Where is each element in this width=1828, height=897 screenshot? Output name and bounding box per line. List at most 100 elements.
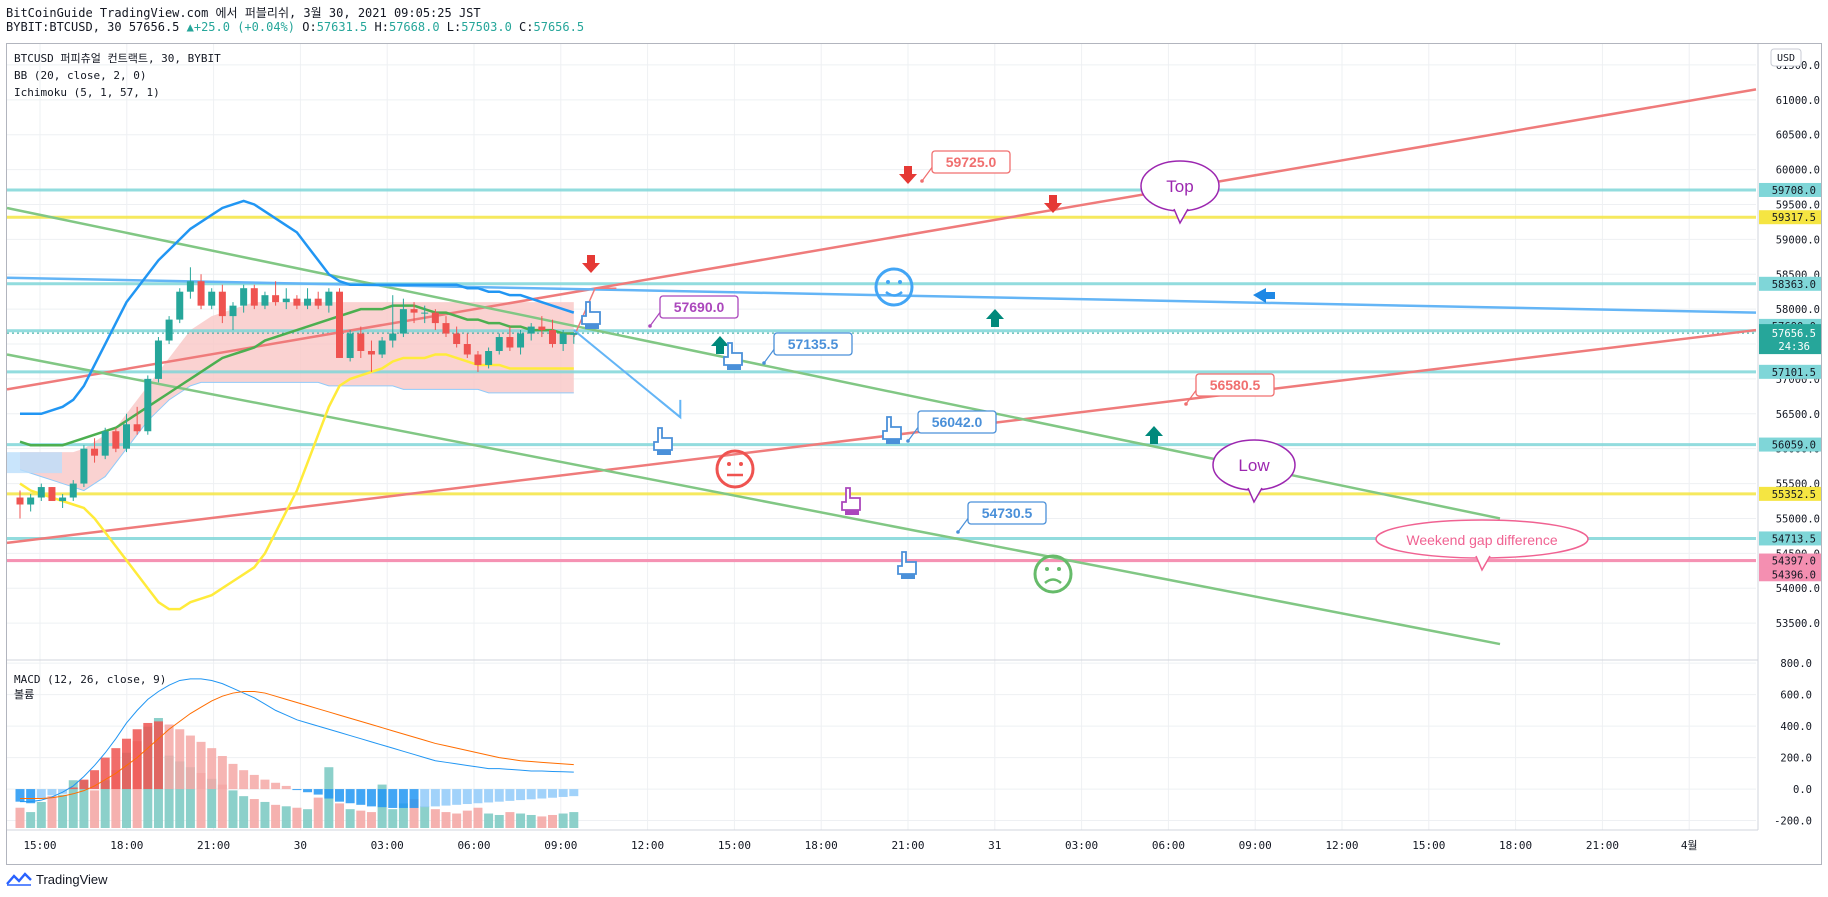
candle-body xyxy=(80,448,88,484)
pointing-hand-icon xyxy=(723,342,743,366)
volume-bar xyxy=(409,799,419,828)
volume-bar xyxy=(100,780,110,828)
candle-body xyxy=(16,497,24,505)
candle-body xyxy=(378,340,386,355)
volume-bar xyxy=(345,809,355,828)
candle-body xyxy=(325,291,333,306)
ichimoku-cloud-area xyxy=(20,302,574,491)
published-by: BitCoinGuide TradingView.com 에서 퍼블리쉬, 3월… xyxy=(6,6,481,20)
volume-bar xyxy=(228,790,238,828)
sad-face-icon-eye xyxy=(1045,567,1049,571)
time-axis: 15:00 18:00 21:00 30 03:00 06:00 09:00 12:00 15:… xyxy=(23,839,1697,852)
candle-body xyxy=(495,337,503,351)
macd-histogram-bar xyxy=(462,789,472,805)
macd-histogram-bar xyxy=(15,789,25,802)
callout-box xyxy=(1195,373,1275,397)
macd-histogram-bar xyxy=(388,789,398,808)
candle-body xyxy=(367,351,375,355)
macd-histogram-bar xyxy=(377,789,387,808)
macd-histogram-bar xyxy=(366,789,376,807)
time-tick-label: 12:00 xyxy=(631,839,664,852)
macd-histogram-bar xyxy=(548,789,557,798)
legend-volume[interactable]: 볼륨 xyxy=(14,688,34,701)
bollinger-bands xyxy=(19,199,575,611)
macd-histogram-bar xyxy=(335,789,344,802)
candle-body xyxy=(133,424,141,432)
macd-histogram-bar xyxy=(249,774,259,790)
macd-histogram-bar xyxy=(207,748,217,790)
close-value: 57656.5 xyxy=(533,20,585,34)
legend-macd[interactable]: MACD (12, 26, close, 9) xyxy=(14,673,166,686)
currency-label: USD xyxy=(1777,53,1795,64)
macd-histogram-bar xyxy=(281,785,291,790)
legend-symbol[interactable]: BTCUSD 퍼피츄얼 컨트랙트, 30, BYBIT xyxy=(14,51,221,65)
volume-bar xyxy=(185,767,195,828)
hand-cuff xyxy=(727,365,741,370)
trendline-red-lower xyxy=(6,328,1757,545)
macd-histogram-bar xyxy=(132,729,142,790)
price-tick-label: 59000.0 xyxy=(1776,234,1820,246)
time-tick-label: 31 xyxy=(988,839,1001,852)
change-value: +25.0 (+0.04%) xyxy=(193,20,296,34)
footer[interactable]: TradingView xyxy=(6,869,108,889)
price-level-badge: 57101.5 xyxy=(1772,367,1816,379)
callout-anchor xyxy=(920,179,924,183)
volume-bar xyxy=(281,806,291,828)
hand-cuff xyxy=(845,510,859,515)
down-arrow-icon xyxy=(899,166,917,184)
legend-bb[interactable]: BB (20, close, 2, 0) xyxy=(14,69,146,82)
time-tick-label: 09:00 xyxy=(1239,839,1272,852)
callout-text: 57135.5 xyxy=(788,336,839,352)
candle-body xyxy=(250,288,258,306)
neutral-face-icon xyxy=(715,449,755,489)
annotations: 59725.0 57690.0 57135.5 56580.5 56042.0 54730… xyxy=(581,150,1589,594)
macd-pane xyxy=(15,678,579,828)
macd-histogram-bar xyxy=(122,738,131,790)
price-tick-label: 59500.0 xyxy=(1776,199,1820,211)
macd-tick-label: 800.0 xyxy=(1780,658,1812,670)
price-axis: 61500.061000.060500.060000.059500.059000… xyxy=(1759,60,1821,828)
callout-text: 54730.5 xyxy=(982,505,1033,521)
candle-body xyxy=(463,344,471,355)
time-tick-label: 12:00 xyxy=(1325,839,1358,852)
callout-anchor xyxy=(1184,402,1188,406)
macd-histogram-bar xyxy=(537,789,547,799)
candle-body xyxy=(314,298,322,306)
bb-basis-line xyxy=(19,304,574,447)
volume-bar xyxy=(292,807,302,828)
callout-text: 59725.0 xyxy=(946,154,997,170)
price-tick-label: 54000.0 xyxy=(1776,583,1820,595)
candle-body xyxy=(176,291,184,320)
time-tick-label: 15:00 xyxy=(23,839,56,852)
price-level-badge: 54397.0 xyxy=(1772,556,1816,568)
macd-histogram-bar xyxy=(430,789,440,807)
legend-ichimoku[interactable]: Ichimoku (5, 1, 57, 1) xyxy=(14,86,160,99)
macd-histogram-bar xyxy=(505,789,515,801)
volume-bar xyxy=(68,780,78,828)
macd-histogram-bar xyxy=(260,779,270,790)
cloud-lower-edge xyxy=(19,381,574,492)
volume-bar xyxy=(558,813,568,828)
macd-histogram-bar xyxy=(558,789,568,797)
time-tick-label: 06:00 xyxy=(1152,839,1185,852)
volume-bar xyxy=(303,809,313,828)
ichimoku-cloud xyxy=(7,302,574,492)
callout-anchor xyxy=(648,324,652,328)
price-level-badge: 54396.0 xyxy=(1772,569,1816,581)
volume-bar xyxy=(207,778,217,828)
usd-button[interactable]: USD xyxy=(1770,48,1802,67)
macd-histogram-bar xyxy=(452,789,462,805)
volume-bar xyxy=(420,806,430,828)
macd-histogram-bar xyxy=(239,770,249,790)
pointing-hand-icon xyxy=(581,301,601,325)
countdown-label: 24:36 xyxy=(1778,341,1810,353)
projection-red xyxy=(573,287,617,338)
macd-histogram-bar xyxy=(228,763,238,790)
price-level-badge-bg xyxy=(1759,364,1821,379)
sad-face-icon-mouth xyxy=(1044,578,1062,584)
smiley-face-icon xyxy=(874,267,914,307)
macd-tick-label: 200.0 xyxy=(1780,753,1812,765)
volume-bar xyxy=(217,784,227,828)
chart-frame xyxy=(6,43,1822,865)
